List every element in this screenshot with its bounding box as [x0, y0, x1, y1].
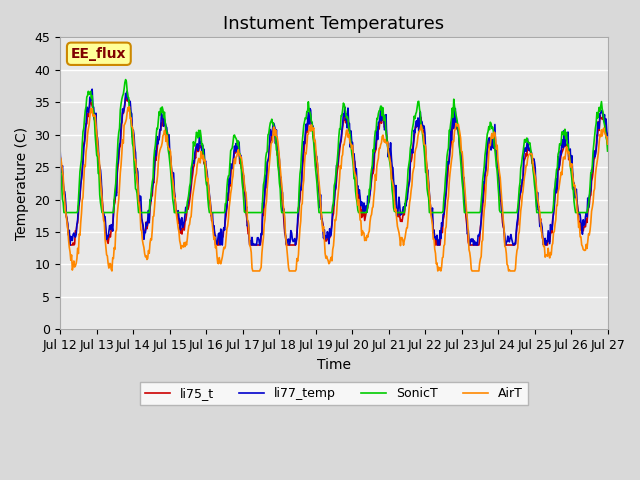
AirT: [108, 268, 116, 274]
AirT: [604, 141, 611, 147]
li77_temp: [604, 132, 611, 138]
SonicT: [124, 94, 132, 100]
X-axis label: Time: Time: [317, 358, 351, 372]
li75_t: [402, 203, 410, 208]
AirT: [125, 104, 133, 109]
SonicT: [604, 148, 611, 154]
li75_t: [67, 242, 75, 248]
li77_temp: [402, 203, 410, 209]
SonicT: [60, 210, 68, 216]
Line: SonicT: SonicT: [60, 80, 607, 213]
li77_temp: [124, 97, 132, 103]
Y-axis label: Temperature (C): Temperature (C): [15, 127, 29, 240]
SonicT: [418, 124, 426, 130]
Text: EE_flux: EE_flux: [71, 47, 127, 61]
AirT: [402, 229, 410, 235]
li77_temp: [66, 242, 74, 248]
AirT: [56, 155, 64, 160]
SonicT: [67, 210, 75, 216]
SonicT: [209, 210, 216, 216]
li77_temp: [67, 234, 75, 240]
li77_temp: [209, 210, 216, 216]
Line: AirT: AirT: [60, 107, 607, 271]
li75_t: [209, 219, 216, 225]
SonicT: [180, 210, 188, 216]
li77_temp: [56, 148, 64, 154]
Line: li77_temp: li77_temp: [60, 89, 607, 245]
Title: Instument Temperatures: Instument Temperatures: [223, 15, 444, 33]
li75_t: [180, 223, 188, 228]
li77_temp: [88, 86, 96, 92]
li75_t: [124, 96, 132, 101]
AirT: [180, 244, 188, 250]
Line: li75_t: li75_t: [60, 98, 607, 245]
li75_t: [418, 124, 426, 130]
SonicT: [402, 195, 410, 201]
SonicT: [56, 163, 64, 169]
SonicT: [122, 77, 129, 83]
AirT: [418, 125, 426, 131]
Legend: li75_t, li77_temp, SonicT, AirT: li75_t, li77_temp, SonicT, AirT: [140, 382, 527, 405]
AirT: [124, 110, 131, 116]
AirT: [66, 249, 74, 255]
AirT: [209, 222, 216, 228]
li77_temp: [180, 222, 188, 228]
li75_t: [122, 95, 129, 101]
li77_temp: [418, 119, 426, 124]
li75_t: [56, 153, 64, 159]
li75_t: [604, 140, 611, 145]
li75_t: [66, 242, 74, 248]
